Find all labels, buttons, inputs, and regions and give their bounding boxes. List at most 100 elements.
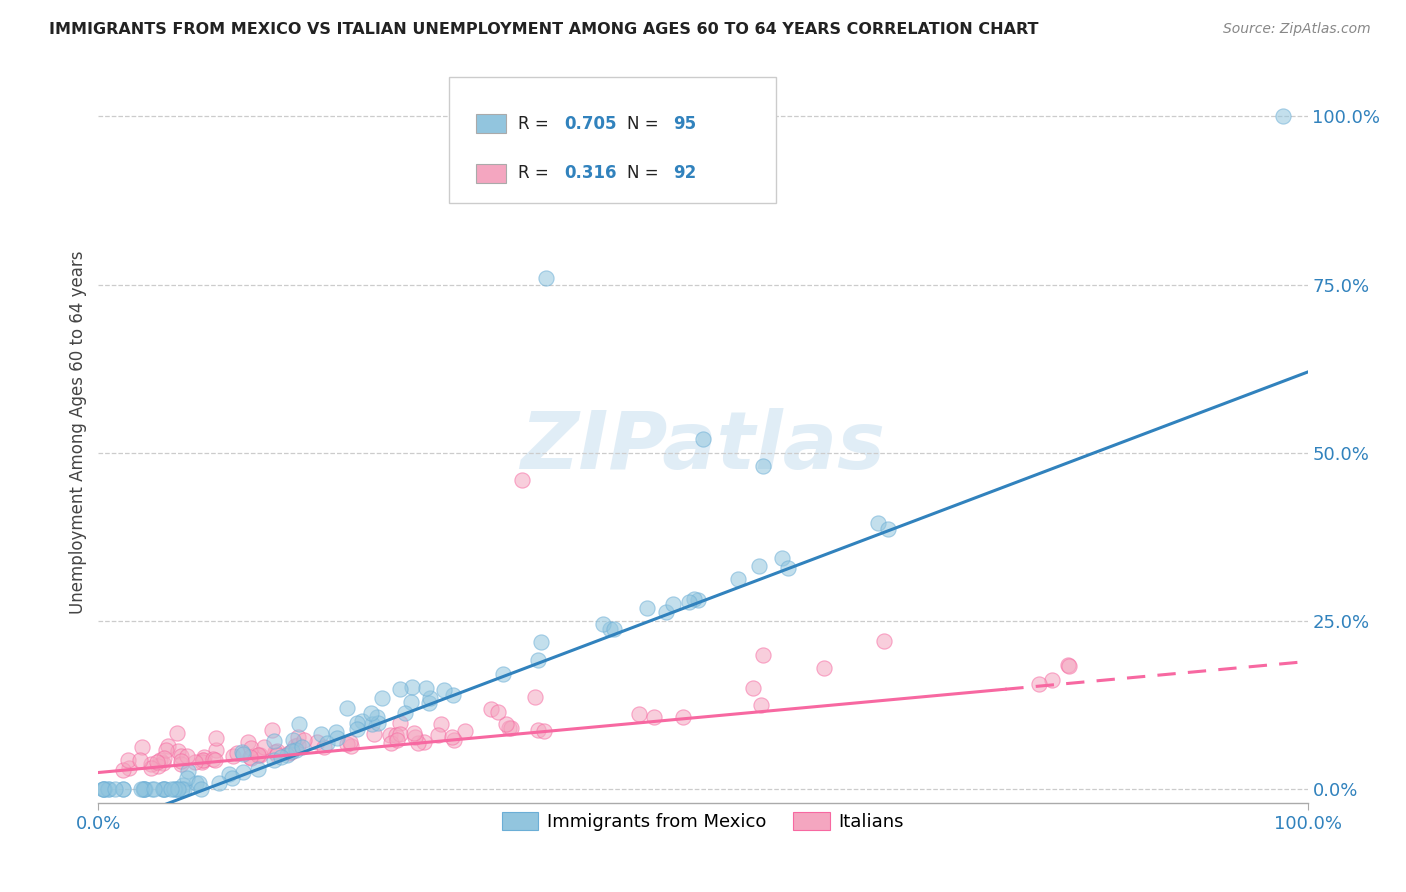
Point [284,743,307,757]
Point [139,761,162,775]
Point [276,747,298,762]
Point [627,707,650,722]
Point [1056,657,1078,672]
Point [413,735,436,749]
Point [186,776,208,790]
Text: Source: ZipAtlas.com: Source: ZipAtlas.com [1223,22,1371,37]
Point [325,724,347,739]
Point [776,561,799,575]
Point [191,756,214,770]
Point [166,744,188,758]
Point [184,756,207,770]
Point [770,550,793,565]
FancyBboxPatch shape [449,78,776,203]
Point [603,622,626,636]
Point [141,782,163,797]
Point [221,771,243,785]
Point [388,727,411,741]
Point [866,516,889,530]
Point [266,744,288,758]
Point [97,782,120,797]
Point [655,605,678,619]
Text: N =: N = [627,164,664,183]
Point [166,782,188,797]
Point [278,747,301,761]
Point [1028,677,1050,691]
Point [433,682,456,697]
Point [221,748,243,763]
Point [111,763,134,777]
Point [191,753,214,767]
Point [152,750,174,764]
Point [204,731,226,745]
Point [326,731,349,745]
Point [280,745,302,759]
Point [167,782,190,797]
Point [415,681,437,695]
Point [346,722,368,736]
Point [408,735,430,749]
Point [156,739,179,753]
Point [165,782,187,797]
Point [118,761,141,775]
Point [204,753,226,767]
Point [134,782,156,797]
Point [363,727,385,741]
Point [288,716,311,731]
Point [177,764,200,778]
Point [692,433,714,447]
Point [148,759,170,773]
Point [176,748,198,763]
Point [752,459,775,474]
Point [112,782,135,797]
Point [93,782,115,797]
Point [208,776,231,790]
Point [152,782,174,797]
Point [360,706,382,721]
Point [112,782,135,797]
Point [260,723,283,737]
Point [380,728,402,742]
Point [266,747,288,762]
Point [134,782,156,797]
Point [264,745,287,759]
Point [688,592,710,607]
Point [270,750,292,764]
Point [146,756,169,770]
Point [231,745,253,759]
Point [247,748,270,763]
Point [394,706,416,721]
Point [441,688,464,702]
Point [246,762,269,776]
Point [340,739,363,753]
Point [159,782,181,797]
Point [495,717,517,731]
Point [246,748,269,763]
Point [141,757,163,772]
Legend: Immigrants from Mexico, Italians: Immigrants from Mexico, Italians [495,805,911,838]
Point [748,558,770,573]
FancyBboxPatch shape [475,164,506,183]
Point [402,726,425,740]
Point [172,778,194,792]
Point [1057,659,1080,673]
Point [232,747,254,762]
Point [510,473,533,487]
Point [749,698,772,712]
Point [263,734,285,748]
Point [401,680,423,694]
FancyBboxPatch shape [475,114,506,133]
Point [486,705,509,719]
Point [170,782,193,797]
Point [1272,109,1295,123]
Point [427,728,450,742]
Point [170,749,193,764]
Point [240,741,263,756]
Point [170,756,193,771]
Point [592,617,614,632]
Point [283,733,305,747]
Point [91,782,114,797]
Point [201,752,224,766]
Point [352,714,374,728]
Point [152,782,174,797]
